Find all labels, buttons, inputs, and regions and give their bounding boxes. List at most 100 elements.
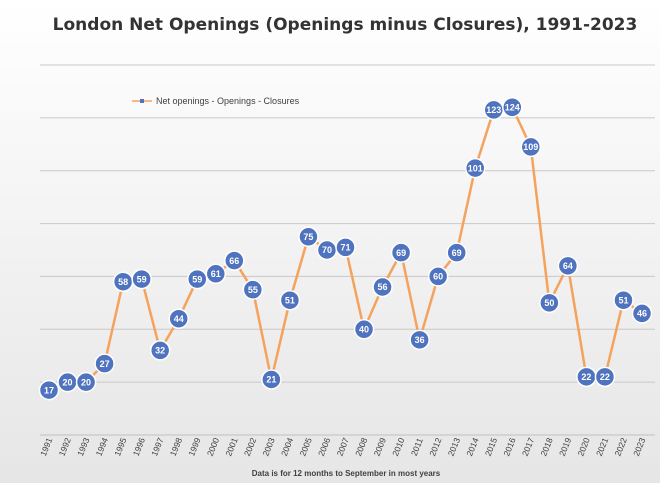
- data-label: 58: [118, 277, 128, 287]
- data-label: 59: [137, 274, 147, 284]
- data-label: 70: [322, 245, 332, 255]
- data-point: [353, 319, 375, 340]
- data-label: 32: [155, 346, 165, 356]
- data-point: [261, 369, 282, 390]
- x-tick-label: 2012: [427, 436, 443, 458]
- data-label: 17: [44, 385, 54, 395]
- data-label: 71: [340, 243, 350, 253]
- x-tick-label: 1994: [94, 436, 110, 458]
- data-label: 46: [637, 309, 647, 319]
- data-point: [75, 371, 97, 393]
- data-label: 109: [523, 142, 538, 152]
- x-tick-label: 2011: [409, 436, 425, 457]
- x-tick-label: 2001: [223, 436, 239, 458]
- data-label: 21: [266, 375, 276, 385]
- data-label: 22: [581, 372, 591, 382]
- data-point: [427, 266, 449, 287]
- data-label: 69: [396, 248, 406, 258]
- data-point: [224, 250, 245, 271]
- data-point: [149, 340, 171, 361]
- data-point: [557, 255, 579, 277]
- x-tick-label: 2020: [575, 436, 591, 458]
- data-point: [279, 289, 301, 311]
- data-point: [298, 226, 319, 248]
- x-tick-label: 1996: [131, 436, 147, 458]
- x-tick-label: 2018: [538, 436, 554, 458]
- x-tick-label: 2009: [372, 436, 388, 458]
- data-point: [242, 279, 264, 300]
- data-point: [187, 268, 208, 290]
- x-tick-label: 2016: [501, 436, 517, 458]
- data-label: 64: [563, 261, 573, 271]
- data-point: [631, 303, 653, 324]
- data-point: [131, 268, 152, 290]
- data-point: [446, 242, 467, 263]
- data-point: [502, 97, 523, 118]
- x-tick-label: 2000: [205, 436, 221, 458]
- data-point: [335, 237, 356, 258]
- data-label: 66: [229, 256, 239, 266]
- x-tick-label: 2010: [390, 436, 406, 458]
- x-tick-label: 2007: [335, 436, 351, 458]
- data-label: 44: [174, 314, 184, 324]
- x-tick-label: 1997: [149, 436, 165, 458]
- legend-label: Net openings - Openings - Closures: [156, 96, 300, 106]
- x-tick-label: 1991: [38, 436, 54, 458]
- data-point: [94, 353, 115, 374]
- data-label: 75: [303, 232, 313, 242]
- legend: Net openings - Openings - Closures: [132, 96, 300, 106]
- data-label: 51: [618, 295, 628, 305]
- chart-title: London Net Openings (Openings minus Clos…: [53, 15, 638, 35]
- x-tick-label: 2014: [464, 436, 480, 458]
- x-tick-label: 2021: [594, 436, 610, 458]
- data-label: 101: [468, 163, 483, 173]
- x-tick-label: 2004: [279, 436, 295, 458]
- data-point: [372, 276, 393, 298]
- data-point: [539, 292, 560, 314]
- x-tick-label: 1992: [57, 436, 73, 458]
- chart-footnote: Data is for 12 months to September in mo…: [252, 469, 441, 478]
- x-tick-label: 2002: [242, 436, 258, 458]
- data-label: 36: [415, 335, 425, 345]
- data-label: 124: [505, 102, 520, 112]
- series-net-openings: 17 20 20 27 58 59 32 44 59 61 66 55 21 51 75 70 71 40 56 69…: [38, 97, 653, 401]
- data-label: 56: [378, 282, 388, 292]
- x-tick-label: 2022: [613, 436, 629, 458]
- data-label: 69: [452, 248, 462, 258]
- data-label: 40: [359, 324, 369, 334]
- x-tick-label: 2023: [631, 436, 647, 458]
- x-tick-label: 2019: [557, 436, 573, 458]
- x-tick-label: 2015: [483, 436, 499, 458]
- data-point: [205, 263, 227, 285]
- data-point: [464, 157, 486, 179]
- x-tick-label: 2013: [446, 436, 462, 458]
- data-point: [409, 329, 430, 351]
- x-tick-label: 2005: [297, 436, 313, 458]
- data-label: 51: [285, 295, 295, 305]
- x-axis: 1991 1992 1993 1994 1995 1996 1997 1998 1999 2000…: [38, 436, 647, 458]
- data-point: [390, 242, 412, 263]
- legend-marker: [140, 99, 144, 103]
- x-tick-label: 1995: [112, 436, 128, 458]
- data-point: [520, 136, 542, 158]
- x-tick-label: 1998: [168, 436, 184, 458]
- data-label: 27: [100, 359, 110, 369]
- x-tick-label: 1993: [75, 436, 91, 458]
- data-label: 20: [81, 377, 91, 387]
- x-tick-label: 2017: [520, 436, 536, 458]
- data-point: [38, 379, 60, 401]
- data-label: 20: [63, 377, 73, 387]
- data-label: 55: [248, 285, 258, 295]
- data-point: [594, 366, 616, 388]
- data-point: [613, 289, 634, 311]
- x-tick-label: 2006: [316, 436, 332, 458]
- x-tick-label: 2008: [353, 436, 369, 458]
- data-label: 22: [600, 372, 610, 382]
- data-label: 123: [486, 105, 501, 115]
- data-label: 50: [544, 298, 554, 308]
- data-label: 60: [433, 272, 443, 282]
- x-tick-label: 1999: [186, 436, 202, 458]
- x-tick-label: 2003: [260, 436, 276, 458]
- data-label: 59: [192, 274, 202, 284]
